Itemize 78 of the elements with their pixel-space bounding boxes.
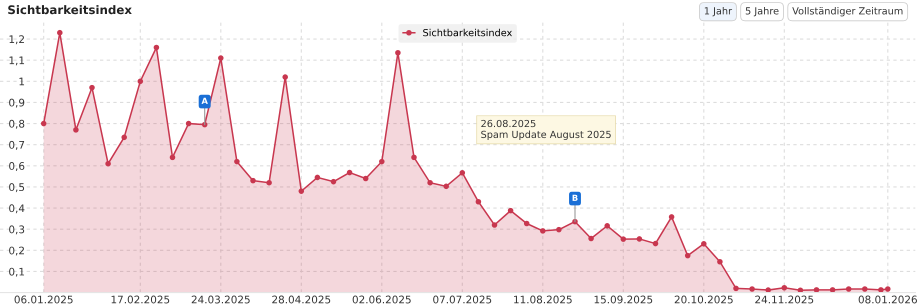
point xyxy=(620,236,626,242)
point xyxy=(40,120,46,126)
point xyxy=(170,154,176,160)
point xyxy=(460,170,466,176)
point xyxy=(749,286,755,292)
y-tick-label: 0,9 xyxy=(9,98,24,108)
point xyxy=(684,252,690,258)
point xyxy=(379,158,385,164)
x-tick-label: 28.04.2025 xyxy=(272,296,330,304)
point xyxy=(862,286,868,292)
point xyxy=(57,30,63,36)
point xyxy=(346,170,352,176)
text: Vollständiger Zeitraum xyxy=(792,7,902,16)
point xyxy=(668,214,674,220)
point xyxy=(138,78,144,84)
point xyxy=(266,180,272,186)
text: 5 Jahre xyxy=(746,7,779,16)
text: 1 Jahr xyxy=(704,7,732,16)
y-tick-label: 1 xyxy=(20,78,24,86)
point xyxy=(885,286,891,292)
y-tick-label: 0,3 xyxy=(9,225,24,234)
point xyxy=(588,236,594,242)
x-tick-label: 24.03.2025 xyxy=(192,296,250,304)
point xyxy=(492,222,498,228)
point xyxy=(121,134,127,140)
point xyxy=(234,158,240,164)
point xyxy=(105,160,111,166)
point xyxy=(540,228,546,234)
y-tick-label: 0,4 xyxy=(9,204,24,214)
x-tick-label: 15.09.2025 xyxy=(594,296,652,304)
chart-title: Sichtbarkeitsindex xyxy=(8,5,132,14)
point xyxy=(524,220,530,226)
point xyxy=(298,188,304,194)
annotation: B xyxy=(572,194,578,201)
point xyxy=(154,44,160,50)
point xyxy=(636,236,642,242)
point xyxy=(89,84,95,90)
point xyxy=(443,184,449,190)
point xyxy=(250,178,256,184)
point xyxy=(701,241,707,247)
x-tick-label: 02.06.2025 xyxy=(352,296,411,304)
point xyxy=(314,174,320,180)
point xyxy=(427,180,433,186)
point xyxy=(652,240,658,246)
point xyxy=(846,286,852,292)
x-tick-label: 07.07.2025 xyxy=(433,296,492,304)
annotation: A xyxy=(202,98,208,104)
point xyxy=(73,127,79,133)
point xyxy=(395,50,401,56)
point xyxy=(556,226,562,232)
y-tick-label: 0,7 xyxy=(9,140,24,150)
y-tick-label: 1,2 xyxy=(10,35,24,44)
y-tick-label: 0,8 xyxy=(9,120,24,129)
point xyxy=(508,208,514,214)
point xyxy=(411,154,417,160)
point xyxy=(282,74,288,80)
annotation: 26.08.2025 Spam Update August 2025 xyxy=(481,120,611,140)
x-tick-label: 06.01.2025 xyxy=(14,296,73,304)
y-tick-label: 0,1 xyxy=(9,268,24,277)
point xyxy=(782,284,788,291)
y-tick-label: 0,2 xyxy=(9,246,24,256)
x-tick-label: 11.08.2025 xyxy=(514,296,572,304)
point xyxy=(604,223,610,229)
point xyxy=(733,286,739,292)
point xyxy=(362,176,368,182)
y-tick-label: 0,5 xyxy=(9,183,24,192)
point xyxy=(476,198,482,205)
x-tick-label: 08.01.2026 xyxy=(858,296,917,304)
point xyxy=(186,120,192,126)
point xyxy=(218,55,224,61)
point xyxy=(717,258,723,265)
y-tick-label: 0,6 xyxy=(9,162,24,171)
x-tick-label: 20.10.2025 xyxy=(674,296,733,304)
point xyxy=(330,178,336,184)
x-tick-label: 17.02.2025 xyxy=(112,296,170,304)
legend-label: Sichtbarkeitsindex xyxy=(423,28,512,36)
x-tick-label: 24.11.2025 xyxy=(755,296,814,304)
y-tick-label: 1,1 xyxy=(10,56,24,66)
